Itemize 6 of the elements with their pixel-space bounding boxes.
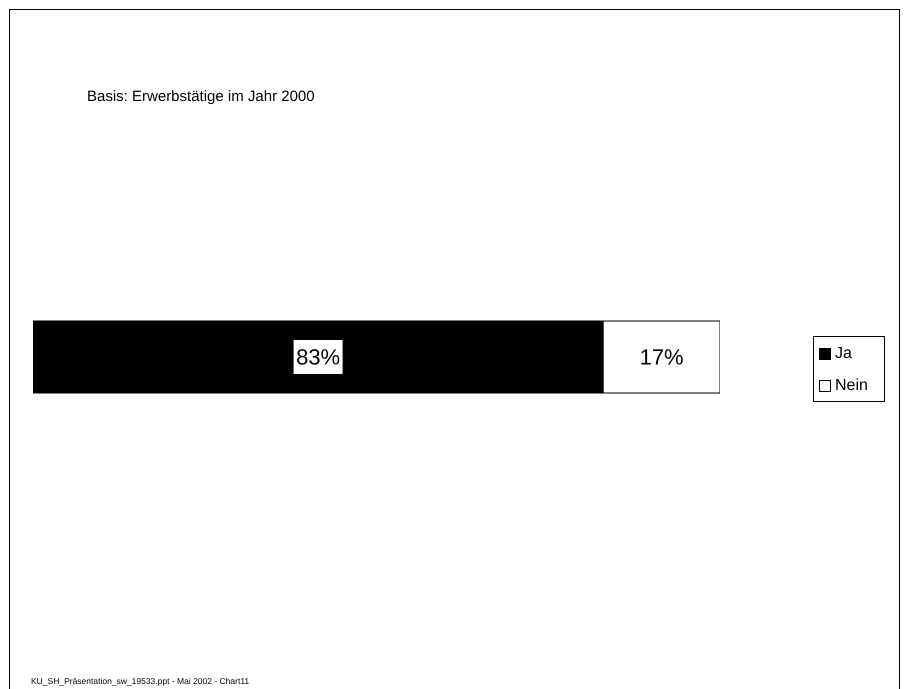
data-label: 83% xyxy=(296,344,340,370)
legend-label: Nein xyxy=(835,377,868,395)
chart-title: Basis: Erwerbstätige im Jahr 2000 xyxy=(87,88,315,105)
data-label: 17% xyxy=(640,344,684,370)
legend-label: Ja xyxy=(835,345,852,363)
text: KU_SH_Präsentation_sw_19533.ppt - Mai 2002 - Chart11 xyxy=(31,676,250,686)
